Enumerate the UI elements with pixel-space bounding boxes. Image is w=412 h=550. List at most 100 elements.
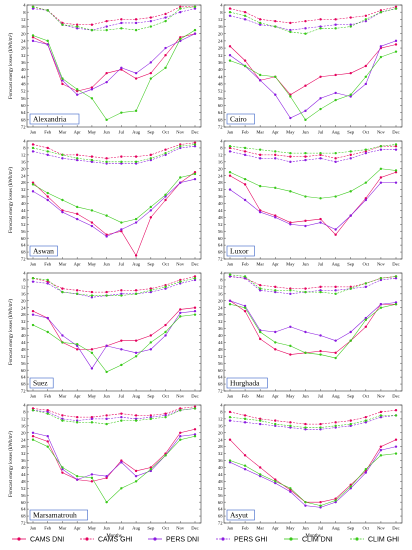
- city-label-box: [226, 509, 255, 521]
- x-tick-label: Oct: [362, 262, 369, 267]
- y-tick-label: 24: [21, 173, 26, 178]
- x-tick-label: Jan: [30, 262, 37, 267]
- data-point-clim-dni: [274, 186, 277, 190]
- data-point-pers-ghi: [46, 282, 49, 285]
- data-point-pers-ghi: [61, 157, 64, 160]
- y-tick-label: 24: [21, 437, 26, 442]
- data-point-cams-ghi: [274, 153, 277, 157]
- data-point-pers-dni: [319, 97, 322, 100]
- y-tick-label: 4: [23, 271, 26, 276]
- data-point-clim-ghi: [164, 19, 167, 23]
- data-point-cams-dni: [334, 351, 337, 355]
- data-point-cams-dni: [334, 73, 337, 77]
- x-tick-label: Jan: [227, 394, 234, 399]
- data-point-pers-dni: [149, 348, 153, 351]
- city-label: Cairo: [230, 115, 247, 124]
- x-tick-label: Nov: [176, 526, 185, 531]
- data-point-cams-ghi: [61, 21, 64, 25]
- panel-frame: [26, 272, 202, 392]
- data-point-pers-dni: [289, 116, 292, 120]
- data-point-clim-dni: [349, 485, 352, 488]
- data-point-cams-ghi: [274, 419, 277, 422]
- y-tick-label: 48: [21, 479, 26, 484]
- data-point-clim-dni: [164, 330, 167, 334]
- data-point-clim-dni: [61, 198, 64, 202]
- data-point-pers-dni: [274, 216, 277, 219]
- x-tick-label: Dec: [191, 394, 198, 399]
- data-point-clim-dni: [289, 487, 292, 490]
- data-point-cams-ghi: [243, 10, 247, 14]
- data-point-clim-ghi: [349, 25, 352, 28]
- data-point-clim-ghi: [379, 145, 383, 148]
- y-tick-label: 52: [21, 222, 26, 227]
- y-tick-label: 52: [218, 486, 223, 491]
- data-point-clim-dni: [193, 435, 197, 438]
- data-point-pers-ghi: [379, 278, 383, 282]
- y-tick-label: 12: [218, 416, 223, 421]
- x-tick-label: Jun: [302, 526, 309, 531]
- data-point-pers-dni: [193, 433, 197, 436]
- y-tick-label: 68: [218, 514, 223, 519]
- data-point-pers-ghi: [75, 27, 79, 30]
- data-point-pers-ghi: [164, 153, 167, 157]
- data-point-pers-dni: [120, 348, 123, 351]
- data-point-clim-dni: [274, 480, 277, 483]
- y-tick-label: 16: [21, 291, 26, 296]
- data-point-pers-ghi: [289, 160, 292, 164]
- data-point-clim-ghi: [193, 277, 197, 280]
- y-tick-label: 68: [21, 250, 26, 255]
- data-point-clim-dni: [319, 107, 322, 111]
- data-point-cams-dni: [46, 195, 49, 198]
- data-point-clim-dni: [46, 330, 49, 334]
- data-point-pers-dni: [90, 224, 94, 228]
- data-point-clim-dni: [334, 98, 337, 102]
- data-point-cams-dni: [61, 82, 64, 86]
- data-point-cams-ghi: [149, 153, 153, 157]
- x-tick-label: Jan: [30, 526, 37, 531]
- data-point-clim-ghi: [105, 28, 108, 32]
- data-point-pers-dni: [304, 330, 307, 334]
- x-tick-label: Oct: [162, 526, 169, 531]
- x-tick-label: Mar: [59, 130, 67, 135]
- x-tick-label: Jul: [318, 394, 324, 399]
- data-point-cams-dni: [193, 171, 197, 174]
- data-point-cams-ghi: [164, 12, 167, 16]
- y-tick-label: 64: [21, 243, 26, 248]
- x-tick-label: Nov: [176, 262, 185, 267]
- data-point-clim-dni: [90, 97, 94, 100]
- data-point-pers-ghi: [193, 278, 197, 282]
- series-line-clim-ghi: [32, 408, 196, 425]
- y-axis-label: Forecast energy losses (kWh/m²): [8, 431, 14, 497]
- y-tick-label: 40: [21, 67, 26, 72]
- data-point-clim-dni: [349, 93, 352, 96]
- y-tick-label: 44: [21, 74, 26, 79]
- y-tick-label: 36: [218, 60, 223, 65]
- y-tick-label: 12: [21, 152, 26, 157]
- x-tick-label: Oct: [162, 394, 169, 399]
- series-line-cams-ghi: [229, 145, 396, 159]
- data-point-clim-dni: [164, 193, 167, 196]
- data-point-pers-ghi: [149, 158, 153, 162]
- data-point-pers-ghi: [319, 428, 322, 431]
- data-point-clim-ghi: [179, 280, 182, 283]
- y-axis-label: Forecast energy losses (kWh/m²): [8, 33, 14, 99]
- data-point-cams-dni: [120, 68, 123, 71]
- y-tick-label: 60: [218, 368, 223, 373]
- data-point-clim-dni: [164, 66, 167, 69]
- data-point-clim-ghi: [134, 28, 138, 32]
- data-point-cams-ghi: [394, 5, 398, 8]
- y-tick-label: 28: [218, 312, 223, 317]
- y-tick-label: 8: [23, 410, 26, 415]
- legend-label-clim-ghi: CLIM GHI: [368, 536, 399, 543]
- series-line-cams-dni: [229, 439, 397, 503]
- series-line-clim-dni: [229, 51, 397, 121]
- x-tick-label: Jul: [119, 394, 125, 399]
- y-tick-label: 52: [21, 486, 26, 491]
- y-tick-label: 64: [21, 507, 26, 512]
- data-point-pers-dni: [334, 339, 337, 342]
- y-tick-label: 72: [218, 125, 223, 130]
- y-tick-label: 12: [218, 284, 223, 289]
- y-tick-label: 52: [218, 354, 223, 359]
- y-tick-label: 36: [218, 458, 223, 463]
- y-tick-label: 64: [21, 375, 26, 380]
